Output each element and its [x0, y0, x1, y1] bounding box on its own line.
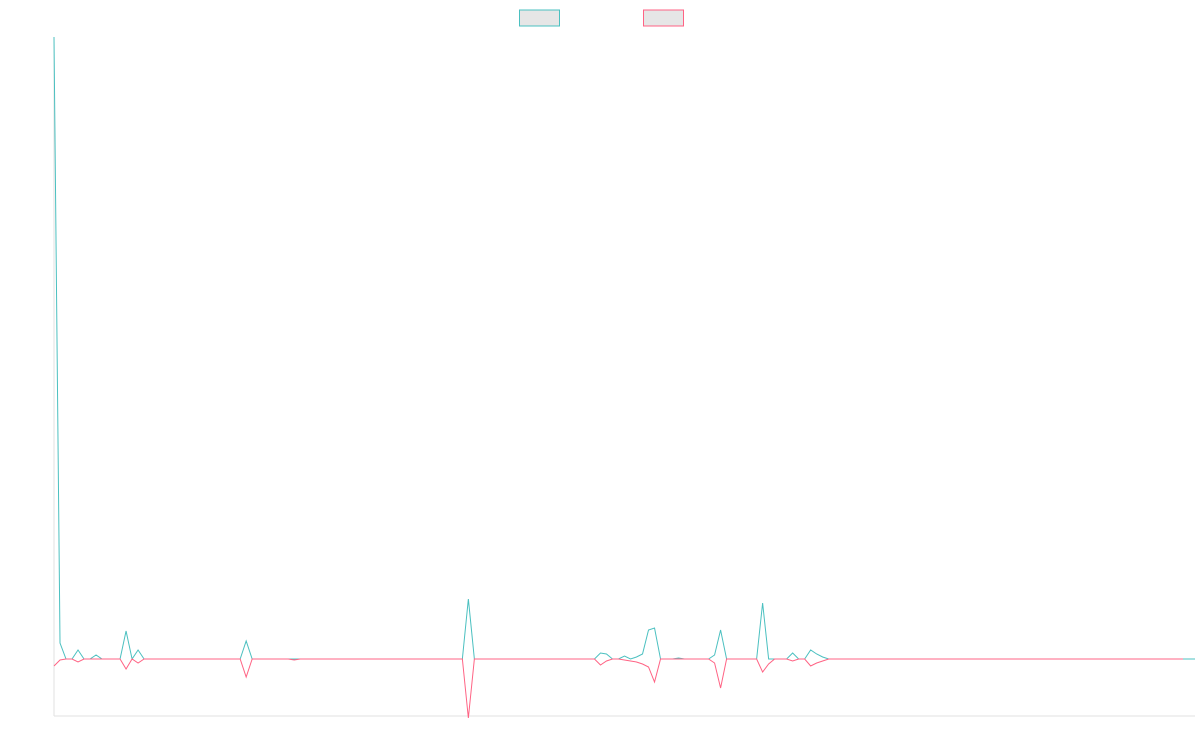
legend-swatch: [519, 9, 560, 27]
series-line: [53, 36, 1195, 661]
legend-swatch: [643, 9, 684, 27]
series-line: [53, 658, 1183, 719]
